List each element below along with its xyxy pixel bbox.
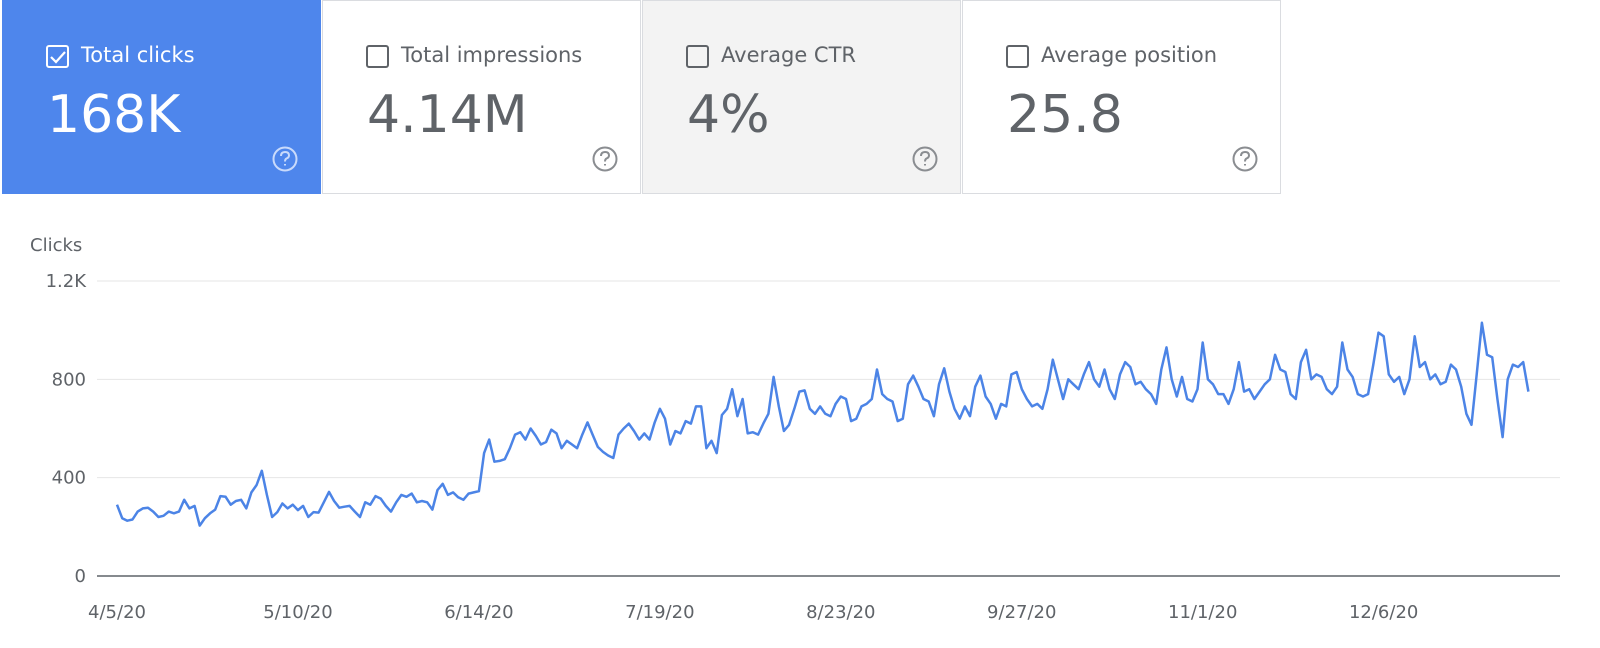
checkbox-box: [366, 45, 389, 68]
metric-value: 168K: [47, 85, 181, 145]
help-mark: [920, 150, 931, 166]
x-tick-label: 12/6/20: [1349, 602, 1418, 623]
y-tick-label: 800: [52, 369, 86, 390]
x-tick-label: 7/19/20: [625, 602, 694, 623]
x-tick-label: 8/23/20: [806, 602, 875, 623]
checkbox: [46, 45, 69, 68]
metric-card[interactable]: Average position 25.8: [962, 0, 1281, 194]
x-tick-label: 11/1/20: [1168, 602, 1237, 623]
metric-label: Average CTR: [721, 43, 856, 67]
help-mark: [600, 150, 611, 166]
help-circle: [912, 146, 938, 172]
help-icon: [1232, 146, 1258, 172]
chart: Clicks 0 400 800 1.2K 4/5/20 5/10/20 6/14/20 7/…: [30, 235, 1560, 623]
metric-value: 4.14M: [367, 85, 528, 145]
y-tick-label: 400: [52, 468, 86, 489]
y-tick-label: 0: [75, 566, 86, 587]
help-icon: [272, 146, 298, 172]
help-mark: [1240, 150, 1251, 166]
clicks-line: [115, 321, 1530, 527]
checkbox: [366, 45, 389, 68]
y-axis-title: Clicks: [30, 235, 82, 256]
metric-card[interactable]: Total clicks 168K: [2, 0, 321, 194]
help-icon: [912, 146, 938, 172]
x-tick-label: 9/27/20: [987, 602, 1056, 623]
help-icon: [592, 146, 618, 172]
checkbox-box: [1006, 45, 1029, 68]
metric-label: Average position: [1041, 43, 1218, 67]
metric-card[interactable]: Total impressions 4.14M: [322, 0, 641, 194]
checkmark: [50, 51, 66, 64]
y-tick-label: 1.2K: [46, 271, 88, 292]
help-mark: [280, 150, 291, 166]
checkbox-box: [686, 45, 709, 68]
checkbox-box: [46, 45, 69, 68]
checkbox: [1006, 45, 1029, 68]
x-tick-label: 6/14/20: [444, 602, 513, 623]
metric-label: Total impressions: [401, 43, 583, 67]
help-circle: [592, 146, 618, 172]
help-circle: [272, 146, 298, 172]
help-circle: [1232, 146, 1258, 172]
x-tick-label: 4/5/20: [88, 602, 146, 623]
checkbox: [686, 45, 709, 68]
metric-value: 25.8: [1007, 85, 1123, 145]
metric-card[interactable]: Average CTR 4%: [642, 0, 961, 194]
metric-value: 4%: [687, 85, 770, 145]
x-tick-label: 5/10/20: [263, 602, 332, 623]
metric-label: Total clicks: [81, 43, 195, 67]
